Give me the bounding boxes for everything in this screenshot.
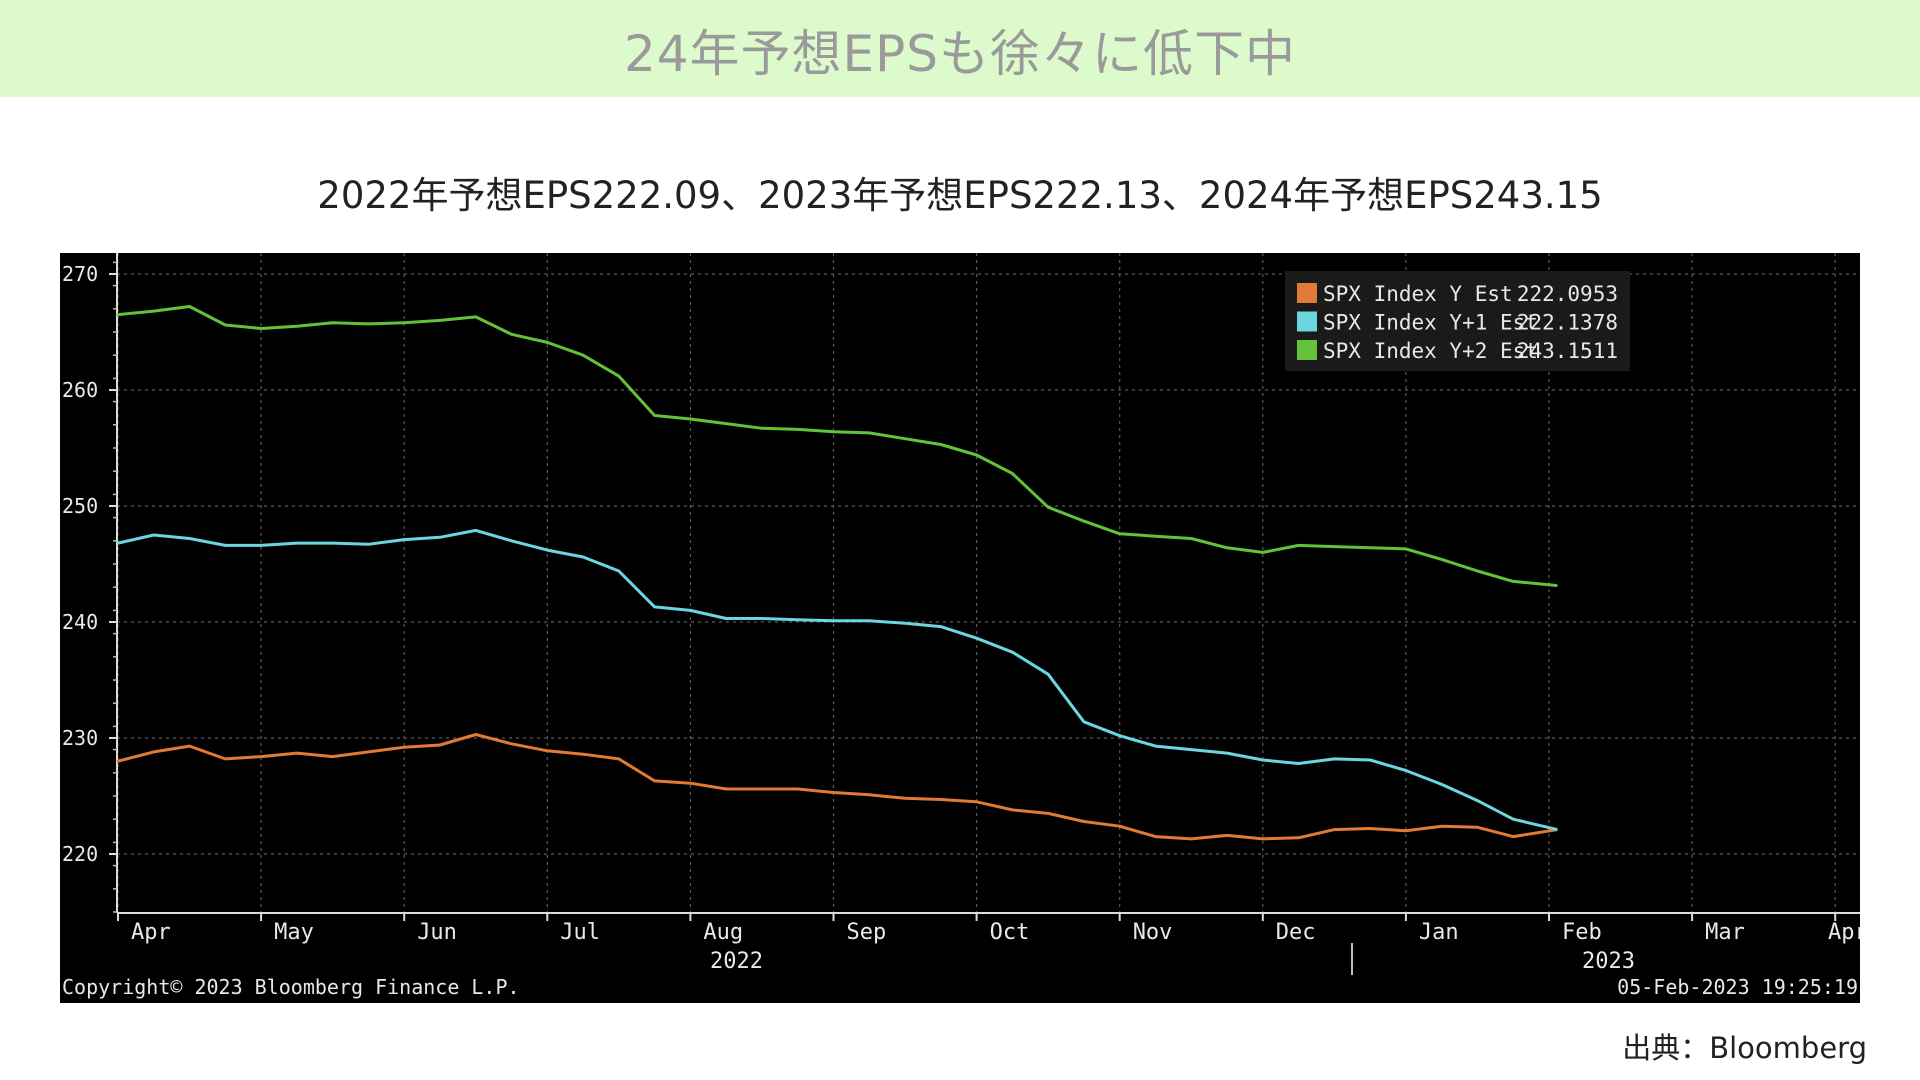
x-tick-label: Mar bbox=[1705, 920, 1745, 945]
axis-layer: 220 230 240 250 260 270 Apr May Jun Jul Aug Sep Oct N… bbox=[62, 253, 1860, 975]
year-label: 2022 bbox=[710, 949, 763, 974]
legend-value: 243.1511 bbox=[1517, 339, 1618, 363]
x-tick-label: Nov bbox=[1133, 920, 1173, 945]
y-tick-label: 240 bbox=[62, 610, 98, 634]
y-tick-label: 270 bbox=[62, 262, 98, 286]
source-credit: 出典：Bloomberg bbox=[1622, 1031, 1867, 1065]
y-tick-label: 250 bbox=[62, 494, 98, 518]
chart-subtitle: 2022年予想EPS222.09、2023年予想EPS222.13、2024年予… bbox=[317, 174, 1603, 217]
x-tick-label: Jan bbox=[1419, 920, 1459, 945]
x-tick-label: Apr bbox=[1828, 920, 1860, 945]
x-tick-label: Aug bbox=[703, 920, 743, 945]
legend-swatch bbox=[1297, 283, 1317, 303]
x-tick-label: Oct bbox=[990, 920, 1030, 945]
y-tick-label: 220 bbox=[62, 842, 98, 866]
legend-swatch bbox=[1297, 311, 1317, 332]
chart-svg: 220 230 240 250 260 270 Apr May Jun Jul Aug Sep Oct N… bbox=[62, 253, 1860, 999]
legend-value: 222.0953 bbox=[1517, 282, 1618, 306]
x-tick-label: Jun bbox=[417, 920, 457, 945]
legend-label: SPX Index Y+1 Est bbox=[1323, 311, 1538, 335]
series-line-2 bbox=[116, 305, 1558, 587]
y-tick-label: 260 bbox=[62, 378, 98, 402]
bloomberg-chart: 220 230 240 250 260 270 Apr May Jun Jul Aug Sep Oct N… bbox=[60, 253, 1860, 1003]
legend-label: SPX Index Y Est bbox=[1323, 282, 1513, 306]
series-line-1 bbox=[116, 528, 1558, 831]
timestamp-text: 05-Feb-2023 19:25:19 bbox=[1617, 975, 1858, 999]
x-tick-label: May bbox=[274, 920, 314, 945]
legend: SPX Index Y Est 222.0953 SPX Index Y+1 Est… bbox=[1285, 271, 1630, 371]
x-tick-label: Apr bbox=[131, 920, 171, 945]
year-label: 2023 bbox=[1582, 949, 1635, 974]
series-layer bbox=[116, 305, 1558, 841]
legend-box bbox=[1285, 271, 1630, 371]
y-tick-label: 230 bbox=[62, 726, 98, 750]
header-band bbox=[0, 0, 1920, 97]
series-line-0 bbox=[116, 733, 1558, 841]
x-tick-label: Dec bbox=[1276, 920, 1316, 945]
legend-label: SPX Index Y+2 Est bbox=[1323, 339, 1538, 363]
page-title: 24年予想EPSも徐々に低下中 bbox=[623, 25, 1297, 83]
copyright-text: Copyright© 2023 Bloomberg Finance L.P. bbox=[62, 975, 520, 999]
legend-value: 222.1378 bbox=[1517, 311, 1618, 335]
x-tick-label: Feb bbox=[1562, 920, 1602, 945]
chart-footer: Copyright© 2023 Bloomberg Finance L.P. 05… bbox=[62, 975, 1858, 999]
x-tick-label: Jul bbox=[560, 920, 600, 945]
legend-swatch bbox=[1297, 340, 1317, 360]
x-tick-label: Sep bbox=[847, 920, 887, 945]
